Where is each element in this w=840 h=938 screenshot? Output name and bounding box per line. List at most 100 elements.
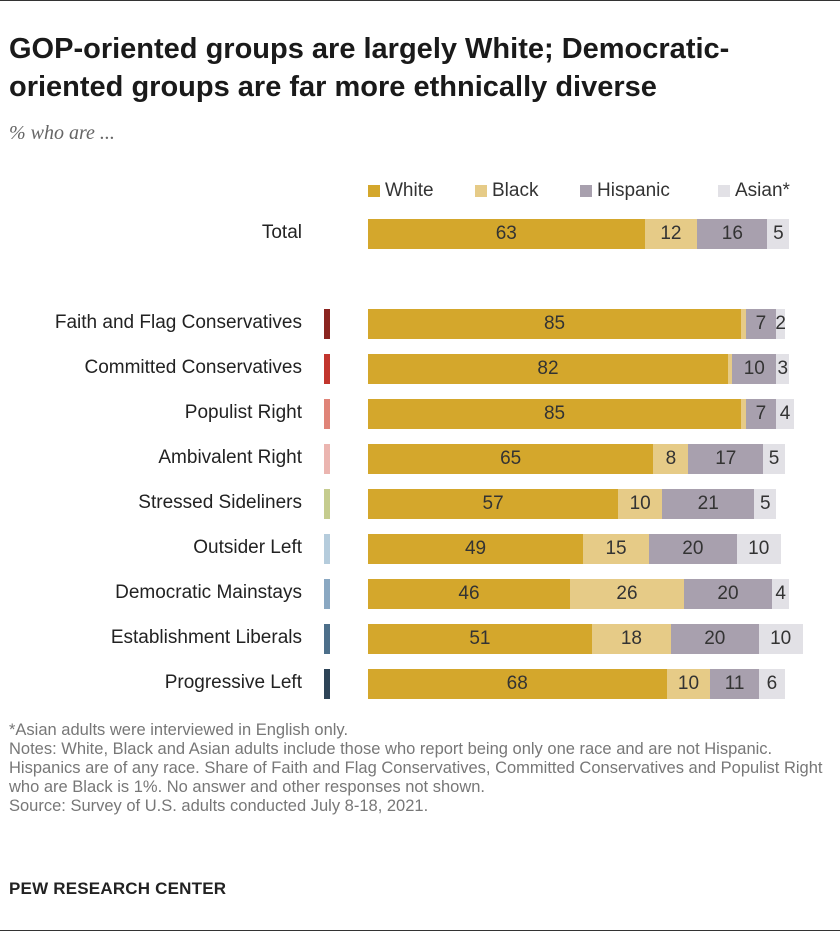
bar-segment-white (368, 354, 728, 384)
bar-segment-black (618, 489, 663, 519)
legend-label: Black (492, 180, 539, 201)
legend-swatch (718, 185, 730, 197)
bar-segment-white (368, 399, 742, 429)
bar-segment-hispanic (648, 534, 737, 564)
group-color-marker (324, 309, 330, 339)
data-label: 10 (743, 358, 765, 379)
bar-segment-asian (758, 624, 803, 654)
data-label: 2 (775, 313, 786, 334)
group-color-marker (324, 399, 330, 429)
bar-segment-asian (763, 444, 786, 474)
data-label: 10 (677, 673, 700, 694)
bar-segment-asian (776, 399, 794, 429)
data-label: 51 (469, 628, 491, 649)
bar-segment-white (368, 309, 742, 339)
legend-label: White (385, 180, 434, 201)
bar-segment-asian (771, 579, 790, 609)
group-color-marker (324, 579, 330, 609)
bar-segment-white (368, 219, 645, 249)
data-label: 68 (506, 673, 528, 694)
bar-segment-white (368, 669, 667, 699)
category-label: Committed Conservatives (84, 357, 302, 378)
category-label: Faith and Flag Conservatives (54, 312, 302, 333)
category-label: Ambivalent Right (158, 447, 302, 468)
data-label: 10 (748, 538, 770, 559)
data-label: 7 (755, 313, 767, 334)
chart-subtitle: % who are ... (9, 122, 115, 144)
category-label: Stressed Sideliners (138, 492, 302, 513)
legend-item-hispanic: Hispanic (580, 180, 670, 202)
source-text: Source: Survey of U.S. adults conducted … (9, 797, 429, 815)
data-label: 15 (605, 538, 627, 559)
data-label: 17 (715, 448, 737, 469)
legend-label: Hispanic (597, 180, 670, 201)
bar-segment-white (368, 444, 654, 474)
chart-title: GOP-oriented groups are largely White; D… (9, 33, 730, 103)
bar-segment-asian (767, 219, 790, 249)
bar-segment-hispanic (745, 399, 777, 429)
pew-logo-text: PEW RESEARCH CENTER (9, 879, 227, 898)
asterisk-note: *Asian adults were interviewed in Englis… (9, 721, 349, 739)
data-label: 4 (775, 583, 786, 604)
legend-item-black: Black (475, 180, 538, 202)
bar-segment-asian (758, 669, 786, 699)
legend-swatch (368, 185, 380, 197)
bar-segment-hispanic (697, 219, 768, 249)
category-label: Outsider Left (193, 537, 302, 558)
bar-segment-black (666, 669, 711, 699)
bar-segment-black (741, 399, 746, 429)
data-label: 20 (704, 628, 726, 649)
bar-segment-black (653, 444, 689, 474)
data-label: 10 (770, 628, 792, 649)
notes-block: *Asian adults were interviewed in Englis… (9, 721, 829, 816)
bar-segment-black (741, 309, 746, 339)
bottom-rule (0, 930, 840, 931)
bar-segment-asian (736, 534, 781, 564)
legend-label: Asian* (735, 180, 790, 201)
data-label: 63 (495, 223, 517, 244)
data-label: 46 (458, 583, 480, 604)
data-label: 16 (721, 223, 743, 244)
category-label: Establishment Liberals (110, 627, 302, 648)
bar-segment-hispanic (670, 624, 759, 654)
category-label: Democratic Mainstays (115, 582, 302, 603)
data-label: 49 (464, 538, 487, 559)
data-label: 11 (724, 673, 745, 694)
bar-segment-black (591, 624, 671, 654)
data-label: 57 (482, 493, 504, 514)
bar-segment-hispanic (662, 489, 755, 519)
category-label: Total (261, 222, 302, 243)
top-rule (0, 0, 840, 1)
legend-item-asian: Asian* (718, 180, 790, 202)
group-color-marker (324, 534, 330, 564)
bar-segment-black (569, 579, 685, 609)
bar-segment-asian (776, 354, 790, 384)
data-label: 10 (629, 493, 651, 514)
data-label: 65 (500, 448, 522, 469)
bar-segment-hispanic (684, 579, 772, 609)
legend-swatch (475, 185, 487, 197)
data-label: 20 (682, 538, 704, 559)
bar-segment-hispanic (745, 309, 777, 339)
data-label: 3 (777, 358, 789, 379)
data-label: 85 (543, 403, 566, 424)
data-label: 82 (537, 358, 559, 379)
data-label: 5 (759, 493, 771, 514)
bar-segment-asian (776, 309, 786, 339)
data-label: 26 (616, 583, 638, 604)
bar-segment-black (727, 354, 733, 384)
bar-segment-hispanic (688, 444, 764, 474)
data-label: 4 (779, 403, 791, 424)
data-label: 5 (773, 223, 784, 244)
bar-segment-white (368, 489, 619, 519)
data-label: 5 (768, 448, 780, 469)
data-label: 8 (665, 448, 677, 469)
bar-segment-white (368, 624, 592, 654)
group-color-marker (324, 444, 330, 474)
legend-item-white: White (368, 180, 434, 202)
bar-segment-black (644, 219, 698, 249)
category-label: Populist Right (184, 402, 302, 423)
bar-segment-white (368, 534, 584, 564)
group-color-marker (324, 354, 330, 384)
bar-segment-hispanic (732, 354, 777, 384)
